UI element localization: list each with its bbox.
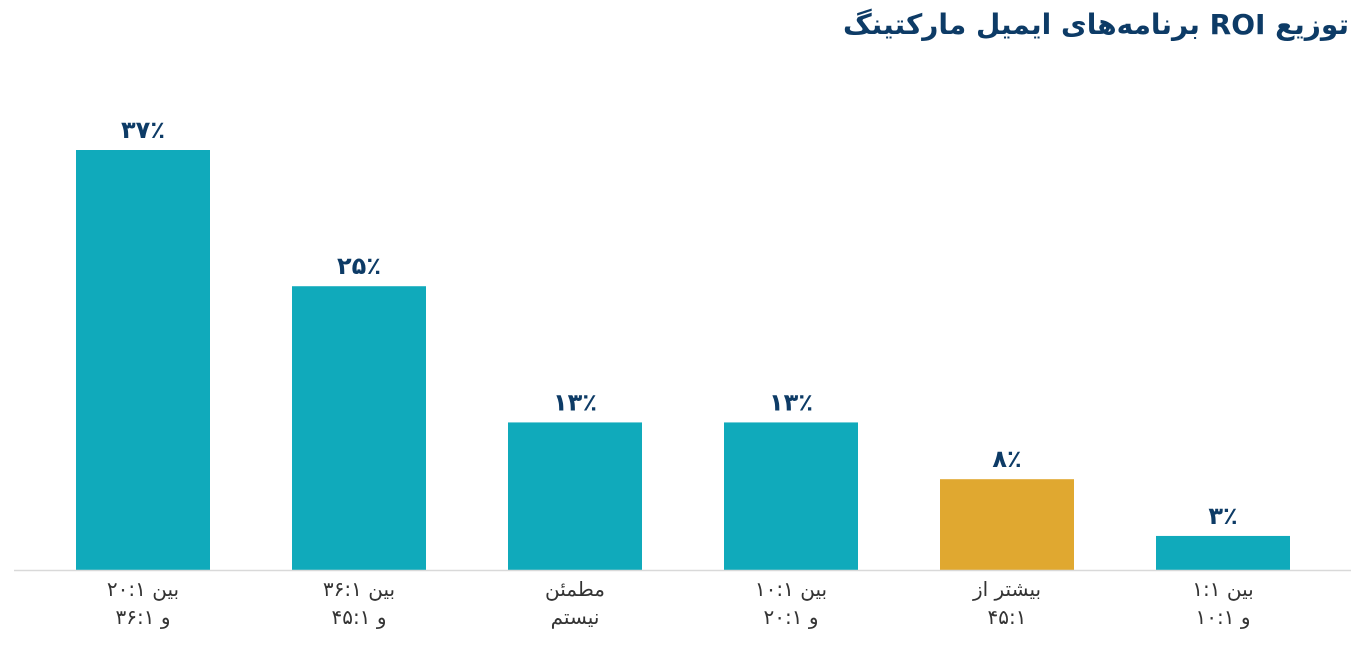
bar-2 xyxy=(292,286,426,570)
bar-4 xyxy=(724,422,858,570)
value-label-1: ۳۷٪ xyxy=(121,116,165,144)
category-label-6-line-2: و ۱۰:۱ xyxy=(1196,605,1251,629)
value-label-4: ۱۳٪ xyxy=(769,388,813,416)
category-label-2-line-2: و ۴۵:۱ xyxy=(332,605,387,629)
category-label-3-line-1: مطمئن xyxy=(545,577,605,601)
value-label-2: ۲۵٪ xyxy=(337,252,381,280)
bars-group xyxy=(76,150,1290,570)
category-label-5-line-1: بیشتر از xyxy=(972,577,1041,601)
category-label-2-line-1: بین ۳۶:۱ xyxy=(323,577,395,601)
category-label-4-line-1: بین ۱۰:۱ xyxy=(755,577,827,601)
category-label-5-line-2: ۴۵:۱ xyxy=(988,605,1027,629)
bar-5 xyxy=(940,479,1074,570)
category-label-3-line-2: نیستم xyxy=(551,605,600,629)
category-label-6-line-1: بین ۱:۱ xyxy=(1192,577,1253,601)
labels-group: ۳۷٪ بین ۲۰:۱ و ۳۶:۱ ۲۵٪ بین ۳۶:۱ و ۴۵:۱ ۱۳٪ مطم… xyxy=(107,116,1254,629)
value-label-6: ۳٪ xyxy=(1208,502,1237,530)
bar-3 xyxy=(508,422,642,570)
bar-6 xyxy=(1156,535,1290,570)
value-label-5: ۸٪ xyxy=(992,445,1021,473)
bar-1 xyxy=(76,150,210,570)
category-label-1-line-2: و ۳۶:۱ xyxy=(116,605,171,629)
value-label-3: ۱۳٪ xyxy=(553,388,597,416)
category-label-1-line-1: بین ۲۰:۱ xyxy=(107,577,179,601)
chart-title: توزیع ROI برنامه‌های ایمیل مارکتینگ xyxy=(843,8,1349,41)
category-label-4-line-2: و ۲۰:۱ xyxy=(764,605,819,629)
